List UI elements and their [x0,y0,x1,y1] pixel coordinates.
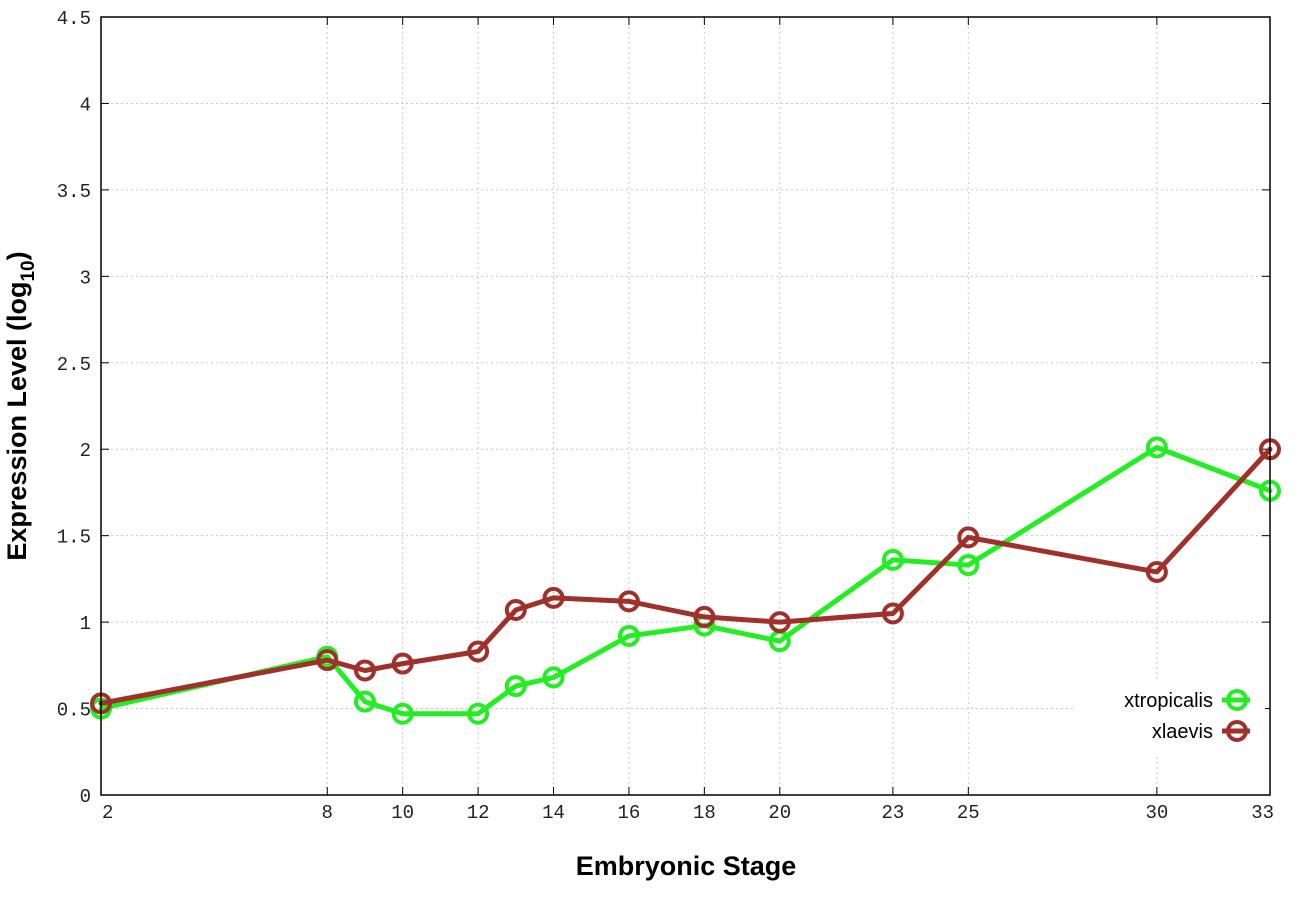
data-point-xlaevis [957,526,980,549]
x-tick-label: 10 [391,802,414,824]
data-point-xtropicalis [617,624,640,647]
data-point-xlaevis [1145,560,1168,583]
data-point-xlaevis [693,605,716,628]
y-tick-label: 3.5 [57,181,91,203]
x-tick-label: 33 [1251,802,1274,824]
x-axis-title: Embryonic Stage [576,851,797,881]
series-line-xtropicalis [98,444,1273,717]
data-point-xtropicalis [881,548,904,571]
data-point-xlaevis [353,659,376,682]
series-layer [90,436,1281,725]
plot-frame [100,16,1271,796]
data-point-xtropicalis [353,690,376,713]
y-axis-title-main: Expression Level (log [2,282,32,561]
y-tick-label: 2.5 [57,354,91,376]
y-tick-label: 2 [80,440,91,462]
data-point-xtropicalis [542,666,565,689]
y-axis-title-subscript: 10 [18,260,39,281]
legend-label-xtropicalis: xtropicalis [1124,690,1213,712]
x-tick-label: 23 [881,802,904,824]
x-tick-label: 16 [618,802,641,824]
series-line-xlaevis [98,446,1273,706]
series-xlaevis [90,438,1281,715]
x-tick-label: 14 [542,802,565,824]
y-tick-label: 3 [80,267,91,289]
data-point-xlaevis [316,649,339,672]
x-tick-label: 12 [467,802,490,824]
data-point-xlaevis [504,599,527,622]
y-axis: 0 0.5 1 1.5 2 2.5 3 3.5 4 4.5 [57,8,1270,808]
x-tick-label: 18 [693,802,716,824]
data-point-xlaevis [391,652,414,675]
y-tick-label: 4.5 [57,8,91,30]
x-tick-label: 25 [957,802,980,824]
x-tick-label: 30 [1145,802,1168,824]
x-tick-label: 8 [322,802,333,824]
data-point-xtropicalis [391,702,414,725]
legend-label-xlaevis: xlaevis [1152,721,1213,743]
data-point-xlaevis [768,611,791,634]
x-tick-label: 2 [102,802,113,824]
x-tick-label: 20 [768,802,791,824]
data-point-xtropicalis [1145,436,1168,459]
data-point-xtropicalis [504,675,527,698]
grid [101,17,1270,795]
y-tick-label: 1.5 [57,527,91,549]
y-tick-label: 4 [80,94,91,116]
data-point-xlaevis [881,602,904,625]
x-axis: 2 8 10 12 14 16 18 20 23 25 30 33 [100,17,1274,824]
data-point-xtropicalis [467,702,490,725]
y-tick-label: 0.5 [57,700,91,722]
legend: xtropicalis xlaevis [1075,680,1265,756]
data-point-xlaevis [617,590,640,613]
data-point-xtropicalis [957,554,980,577]
y-axis-title-close: ) [2,251,32,260]
y-axis-title: Expression Level (log10) [2,251,39,560]
data-point-xlaevis [542,586,565,609]
legend-swatch-marker-xtropicalis [1226,689,1248,711]
y-tick-label: 0 [80,786,91,808]
legend-swatch-marker-xlaevis [1226,720,1248,742]
y-tick-label: 1 [80,613,91,635]
data-point-xlaevis [467,640,490,663]
